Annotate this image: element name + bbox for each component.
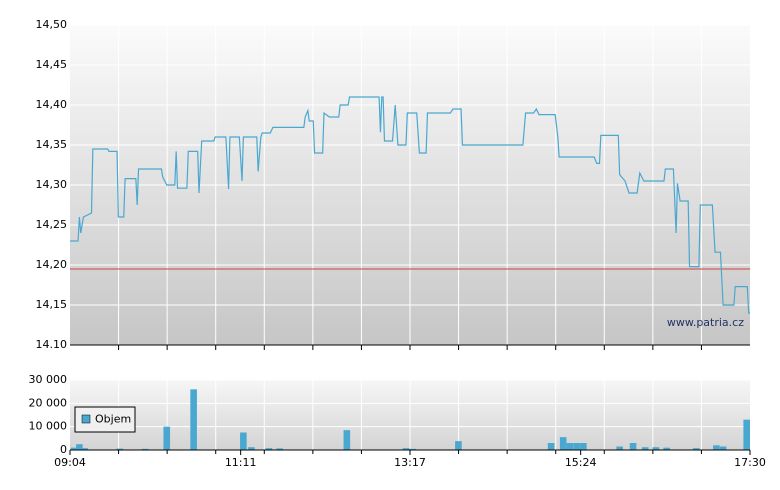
volume-bar — [652, 447, 660, 450]
y-tick-label: 14,25 — [36, 218, 68, 231]
y-tick-label: 14,35 — [36, 138, 68, 151]
volume-bar — [616, 446, 623, 450]
y-tick-label: 14,30 — [36, 178, 68, 191]
y-tick-label: 10 000 — [29, 420, 68, 433]
y-tick-label: 14.10 — [36, 338, 68, 351]
y-tick-label: 14,15 — [36, 298, 68, 311]
volume-bar — [240, 432, 247, 450]
volume-bar — [719, 446, 727, 450]
volume-bar — [663, 447, 670, 450]
volume-bar — [163, 426, 171, 450]
volume-bar — [70, 447, 78, 450]
volume-bar — [276, 448, 283, 450]
y-tick-label: 14,40 — [36, 98, 68, 111]
volume-bar — [547, 443, 555, 450]
x-tick-label: 17:30 — [734, 456, 766, 469]
y-tick-label: 14,20 — [36, 258, 68, 271]
volume-bar — [743, 419, 750, 450]
volume-bar — [409, 448, 416, 450]
y-tick-label: 30 000 — [29, 373, 68, 386]
volume-bar — [248, 447, 255, 450]
volume-bar — [402, 448, 410, 450]
legend-label: Objem — [95, 413, 131, 426]
volume-bar — [116, 448, 124, 450]
x-tick-label: 13:17 — [394, 456, 426, 469]
x-tick-label: 15:24 — [565, 456, 597, 469]
volume-bar — [629, 443, 637, 450]
volume-bar — [559, 437, 567, 450]
volume-bar — [190, 389, 197, 450]
watermark: www.patria.cz — [667, 316, 744, 329]
volume-bar — [81, 448, 89, 450]
volume-bar — [713, 445, 720, 450]
volume-bar — [343, 430, 351, 450]
volume-bar — [573, 443, 580, 450]
volume-bar — [141, 448, 149, 450]
legend-swatch — [81, 414, 91, 424]
y-tick-label: 20 000 — [29, 396, 68, 409]
volume-bar — [265, 448, 273, 450]
volume-bar — [580, 443, 587, 450]
y-tick-label: 0 — [60, 443, 67, 456]
x-tick-label: 09:04 — [54, 456, 86, 469]
y-tick-label: 14,50 — [36, 18, 68, 31]
volume-bar — [76, 444, 83, 450]
x-tick-label: 11:11 — [225, 456, 257, 469]
y-tick-label: 14,45 — [36, 58, 68, 71]
volume-bar — [455, 441, 462, 450]
price-line — [70, 96, 750, 314]
volume-bar — [641, 447, 649, 450]
volume-bar — [692, 448, 700, 450]
volume-bar — [566, 443, 574, 450]
